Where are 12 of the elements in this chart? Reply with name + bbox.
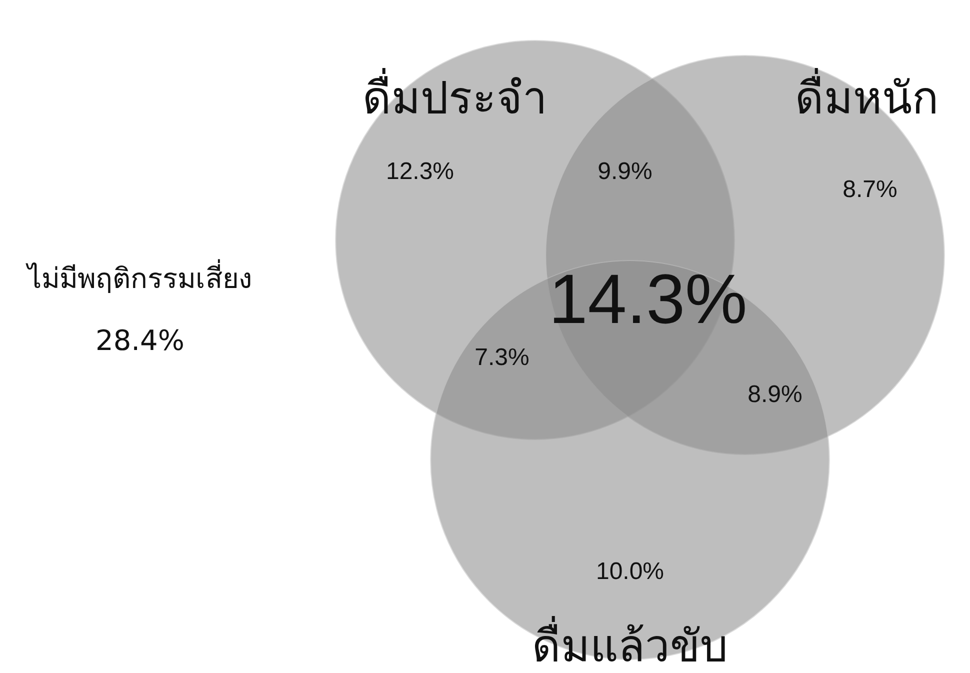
text: ดื่มหนัก [795, 67, 939, 123]
text: 7.3% [474, 344, 530, 371]
category-label: ไม่มีพฤติกรรมเสี่ยง [26, 259, 252, 295]
text: 10.0% [596, 558, 664, 585]
text: 8.9% [748, 381, 802, 408]
text: ดื่มประจำ [362, 67, 548, 123]
text: 9.9% [598, 158, 652, 185]
text: 14.3% [548, 260, 748, 338]
data-label: 28.4% [96, 324, 184, 357]
text: 12.3% [386, 158, 454, 185]
text: 8.7% [842, 176, 898, 203]
text: ดื่มแล้วขับ [532, 615, 728, 671]
